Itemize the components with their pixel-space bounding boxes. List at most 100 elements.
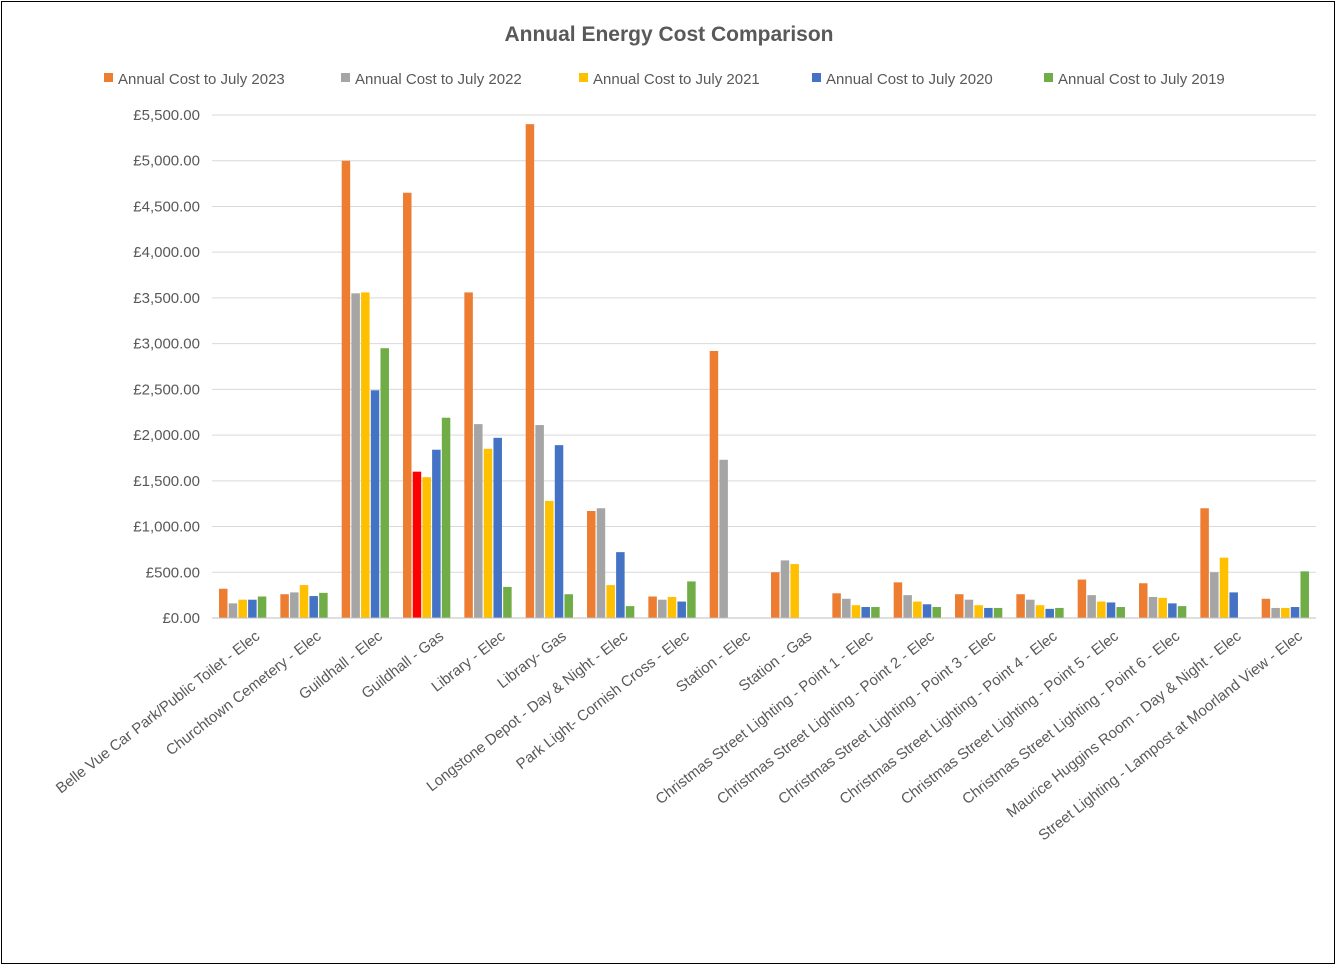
bar-1-4 (319, 592, 328, 618)
bar-7-3 (677, 601, 686, 618)
bar-12-1 (964, 599, 974, 618)
bar-10-3 (861, 607, 870, 618)
bar-17-2 (1281, 607, 1290, 618)
bar-2-1 (351, 293, 360, 618)
bar-13-4 (1055, 607, 1064, 618)
bar-9-0 (771, 572, 780, 618)
bar-11-0 (893, 582, 903, 618)
bar-11-4 (932, 607, 941, 618)
y-tick-label-5: £2,500.00 (133, 381, 200, 398)
bar-4-4 (503, 586, 512, 618)
bar-8-1 (719, 459, 728, 618)
legend: Annual Cost to July 2023 Annual Cost to J… (104, 71, 1225, 88)
y-tick-label-9: £4,500.00 (133, 198, 200, 215)
bar-7-0 (648, 596, 657, 618)
bar-1-3 (309, 596, 318, 618)
bar-16-0 (1200, 508, 1209, 618)
bar-13-3 (1045, 608, 1054, 618)
x-category-label-14: Christmas Street Lighting - Point 5 - El… (898, 627, 1122, 808)
bar-12-2 (974, 605, 983, 618)
y-tick-label-4: £2,000.00 (133, 427, 200, 444)
bar-6-0 (587, 510, 596, 618)
y-axis-ticks: £0.00 £500.00 £1,000.00 £1,500.00 £2,000.00 £… (133, 107, 200, 627)
bar-4-3 (493, 437, 502, 618)
bar-2-2 (361, 292, 370, 618)
bar-10-0 (832, 593, 841, 618)
bar-7-4 (687, 581, 696, 618)
bar-0-0 (219, 588, 228, 618)
bar-0-1 (228, 603, 238, 618)
bar-11-3 (922, 604, 932, 618)
bar-0-4 (257, 596, 267, 618)
bar-11-1 (903, 595, 912, 618)
bar-3-0 (403, 192, 412, 618)
bar-7-1 (658, 599, 667, 618)
y-tick-label-7: £3,500.00 (133, 290, 200, 307)
bar-2-0 (341, 160, 351, 618)
bar-6-1 (596, 508, 606, 618)
y-tick-label-8: £4,000.00 (133, 244, 200, 261)
bar-4-0 (464, 292, 473, 618)
bar-16-2 (1219, 557, 1229, 618)
x-axis-categories: Belle Vue Car Park/Public Toilet - ElecC… (53, 627, 1306, 844)
bar-17-3 (1290, 607, 1300, 618)
bar-9-1 (780, 560, 790, 618)
legend-swatch-1 (341, 73, 350, 82)
x-category-label-11: Christmas Street Lighting - Point 2 - El… (714, 627, 938, 808)
bar-12-4 (993, 607, 1003, 618)
bar-6-2 (606, 585, 615, 618)
bar-14-1 (1087, 595, 1096, 618)
legend-label-0: Annual Cost to July 2023 (118, 71, 285, 88)
bar-5-3 (554, 445, 564, 618)
legend-swatch-4 (1044, 73, 1053, 82)
y-tick-label-11: £5,500.00 (133, 107, 200, 124)
bar-10-4 (871, 607, 880, 618)
bar-14-2 (1097, 601, 1106, 618)
y-tick-label-3: £1,500.00 (133, 473, 200, 490)
x-category-label-10: Christmas Street Lighting - Point 1 - El… (652, 627, 876, 808)
bar-13-0 (1016, 594, 1025, 618)
gridlines (212, 114, 1316, 573)
bar-14-4 (1116, 607, 1125, 618)
bar-8-0 (709, 350, 719, 618)
bar-10-1 (842, 598, 851, 618)
bar-0-3 (248, 599, 257, 618)
legend-label-1: Annual Cost to July 2022 (355, 71, 522, 88)
chart-title: Annual Energy Cost Comparison (504, 23, 833, 46)
bar-14-3 (1106, 602, 1116, 618)
bar-3-4 (441, 417, 451, 618)
bar-3-3 (432, 449, 441, 618)
legend-label-2: Annual Cost to July 2021 (593, 71, 760, 88)
bar-2-3 (370, 390, 380, 618)
bar-6-4 (625, 606, 635, 618)
bar-16-1 (1210, 572, 1219, 618)
x-category-label-15: Christmas Street Lighting - Point 6 - El… (959, 627, 1183, 808)
y-tick-label-2: £1,000.00 (133, 519, 200, 536)
y-tick-label-6: £3,000.00 (133, 336, 200, 353)
bar-5-4 (564, 594, 573, 618)
bar-12-0 (955, 594, 964, 618)
bar-15-0 (1139, 583, 1148, 618)
bar-14-0 (1077, 579, 1087, 618)
bar-17-1 (1271, 607, 1280, 618)
bar-6-3 (616, 552, 625, 618)
bar-16-3 (1229, 592, 1238, 618)
x-category-label-12: Christmas Street Lighting - Point 3 - El… (775, 627, 999, 808)
bar-13-1 (1026, 599, 1035, 618)
bar-9-2 (790, 564, 799, 618)
y-tick-label-10: £5,000.00 (133, 153, 200, 170)
bars (219, 124, 1309, 619)
y-tick-label-1: £500.00 (146, 564, 200, 581)
bar-13-2 (1035, 605, 1045, 618)
bar-3-2 (422, 477, 431, 618)
legend-swatch-3 (812, 73, 821, 82)
legend-label-3: Annual Cost to July 2020 (826, 71, 993, 88)
bar-15-1 (1148, 596, 1158, 618)
x-category-label-13: Christmas Street Lighting - Point 4 - El… (836, 627, 1060, 808)
bar-15-2 (1158, 597, 1167, 618)
bar-5-0 (525, 124, 535, 619)
bar-12-3 (984, 607, 993, 618)
legend-swatch-2 (579, 73, 588, 82)
bar-17-0 (1261, 598, 1271, 618)
